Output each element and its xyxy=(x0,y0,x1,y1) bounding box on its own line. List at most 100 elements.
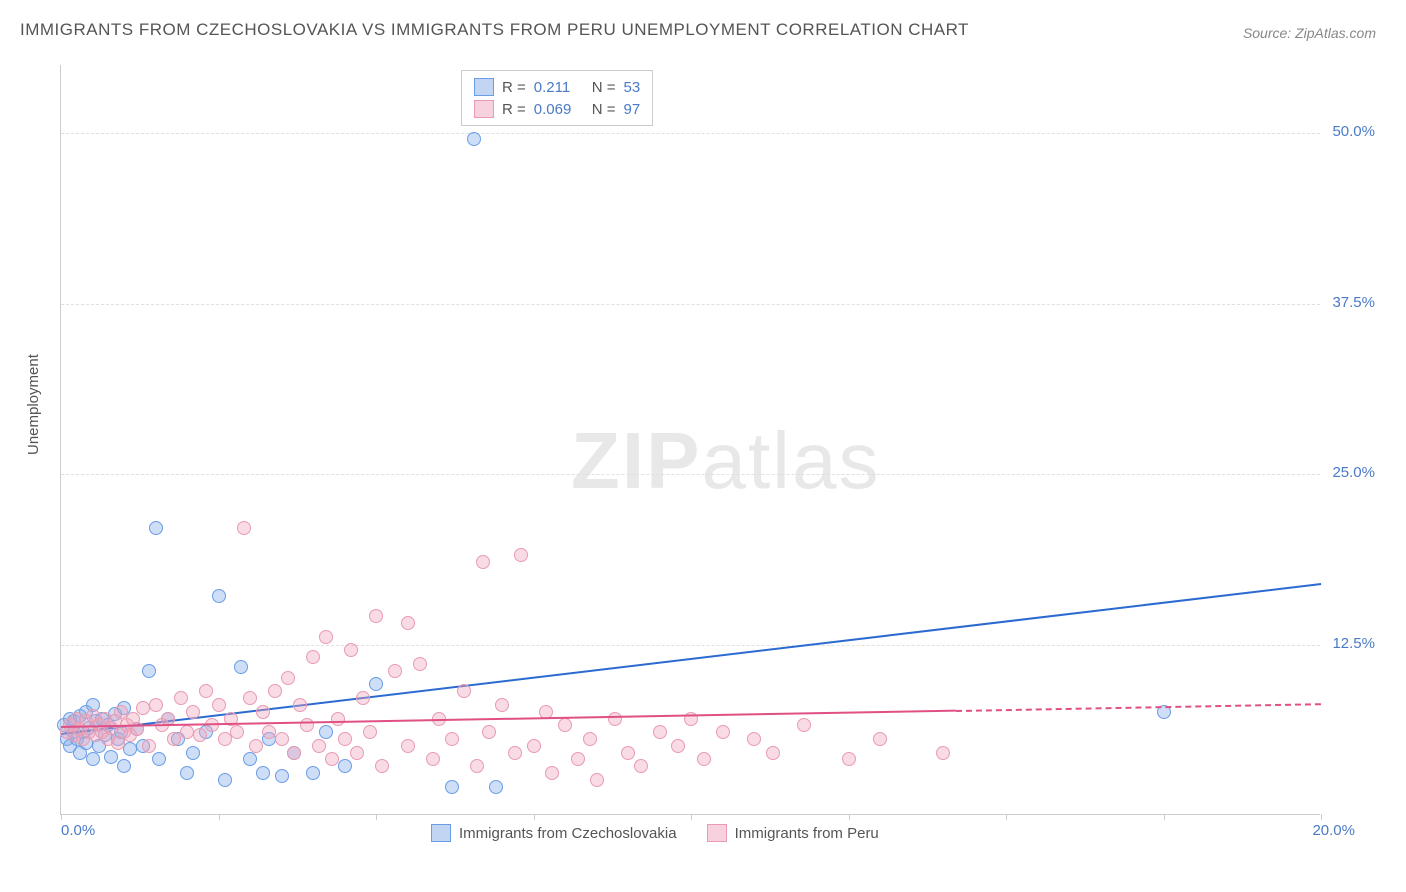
data-point-peru xyxy=(356,691,370,705)
data-point-peru xyxy=(275,732,289,746)
data-point-czech xyxy=(186,746,200,760)
x-axis-min-label: 0.0% xyxy=(61,822,95,839)
y-tick-label: 50.0% xyxy=(1332,123,1375,140)
data-point-peru xyxy=(457,684,471,698)
data-point-peru xyxy=(142,739,156,753)
data-point-peru xyxy=(508,746,522,760)
data-point-czech xyxy=(243,752,257,766)
gridline xyxy=(61,304,1320,305)
gridline xyxy=(61,474,1320,475)
n-label: N = xyxy=(592,79,616,96)
data-point-peru xyxy=(199,684,213,698)
data-point-czech xyxy=(149,521,163,535)
data-point-czech xyxy=(306,766,320,780)
r-value: 0.069 xyxy=(534,101,584,118)
data-point-peru xyxy=(193,728,207,742)
data-point-peru xyxy=(312,739,326,753)
x-tick-mark xyxy=(61,814,62,820)
data-point-peru xyxy=(256,705,270,719)
y-tick-label: 25.0% xyxy=(1332,464,1375,481)
x-tick-mark xyxy=(219,814,220,820)
series-legend: Immigrants from Czechoslovakia Immigrants… xyxy=(431,824,879,842)
data-point-peru xyxy=(634,759,648,773)
legend-swatch xyxy=(431,824,451,842)
chart-area: Unemployment ZIPatlas R =0.211N =53R =0.… xyxy=(60,65,1360,815)
data-point-peru xyxy=(476,555,490,569)
data-point-peru xyxy=(482,725,496,739)
data-point-czech xyxy=(86,752,100,766)
x-tick-mark xyxy=(534,814,535,820)
data-point-peru xyxy=(766,746,780,760)
data-point-peru xyxy=(527,739,541,753)
data-point-peru xyxy=(174,691,188,705)
data-point-peru xyxy=(558,718,572,732)
data-point-peru xyxy=(306,650,320,664)
data-point-peru xyxy=(583,732,597,746)
source-attribution: Source: ZipAtlas.com xyxy=(1243,25,1376,41)
watermark: ZIPatlas xyxy=(571,415,880,507)
data-point-czech xyxy=(338,759,352,773)
data-point-peru xyxy=(426,752,440,766)
x-tick-mark xyxy=(1006,814,1007,820)
data-point-peru xyxy=(268,684,282,698)
series-legend-item: Immigrants from Czechoslovakia xyxy=(431,824,677,842)
x-tick-mark xyxy=(1321,814,1322,820)
chart-title: IMMIGRANTS FROM CZECHOSLOVAKIA VS IMMIGR… xyxy=(20,20,969,40)
data-point-peru xyxy=(369,609,383,623)
data-point-peru xyxy=(350,746,364,760)
series-legend-item: Immigrants from Peru xyxy=(707,824,879,842)
data-point-peru xyxy=(413,657,427,671)
data-point-czech xyxy=(275,769,289,783)
data-point-peru xyxy=(388,664,402,678)
data-point-peru xyxy=(842,752,856,766)
data-point-peru xyxy=(470,759,484,773)
gridline xyxy=(61,133,1320,134)
data-point-peru xyxy=(319,630,333,644)
data-point-czech xyxy=(117,759,131,773)
data-point-peru xyxy=(237,521,251,535)
data-point-peru xyxy=(495,698,509,712)
data-point-czech xyxy=(445,780,459,794)
legend-swatch xyxy=(707,824,727,842)
data-point-peru xyxy=(363,725,377,739)
data-point-peru xyxy=(249,739,263,753)
data-point-peru xyxy=(230,725,244,739)
legend-swatch xyxy=(474,100,494,118)
r-label: R = xyxy=(502,101,526,118)
y-axis-label: Unemployment xyxy=(25,354,42,455)
data-point-czech xyxy=(256,766,270,780)
n-value: 53 xyxy=(624,79,641,96)
data-point-peru xyxy=(445,732,459,746)
x-tick-mark xyxy=(691,814,692,820)
data-point-peru xyxy=(653,725,667,739)
data-point-czech xyxy=(319,725,333,739)
data-point-peru xyxy=(621,746,635,760)
x-axis-max-label: 20.0% xyxy=(1312,822,1355,839)
data-point-peru xyxy=(186,705,200,719)
data-point-peru xyxy=(873,732,887,746)
data-point-peru xyxy=(608,712,622,726)
data-point-peru xyxy=(401,616,415,630)
data-point-czech xyxy=(489,780,503,794)
data-point-czech xyxy=(142,664,156,678)
data-point-peru xyxy=(697,752,711,766)
data-point-peru xyxy=(571,752,585,766)
n-value: 97 xyxy=(624,101,641,118)
data-point-peru xyxy=(331,712,345,726)
y-tick-label: 12.5% xyxy=(1332,635,1375,652)
x-tick-mark xyxy=(376,814,377,820)
data-point-peru xyxy=(287,746,301,760)
watermark-zip: ZIP xyxy=(571,416,701,505)
y-tick-label: 37.5% xyxy=(1332,294,1375,311)
x-tick-mark xyxy=(849,814,850,820)
data-point-peru xyxy=(205,718,219,732)
data-point-peru xyxy=(797,718,811,732)
trend-line-dash-peru xyxy=(956,703,1321,712)
correlation-legend: R =0.211N =53R =0.069N =97 xyxy=(461,70,653,126)
series-legend-label: Immigrants from Czechoslovakia xyxy=(459,825,677,842)
data-point-peru xyxy=(747,732,761,746)
data-point-peru xyxy=(671,739,685,753)
data-point-peru xyxy=(281,671,295,685)
correlation-legend-row: R =0.069N =97 xyxy=(474,98,640,120)
data-point-czech xyxy=(152,752,166,766)
